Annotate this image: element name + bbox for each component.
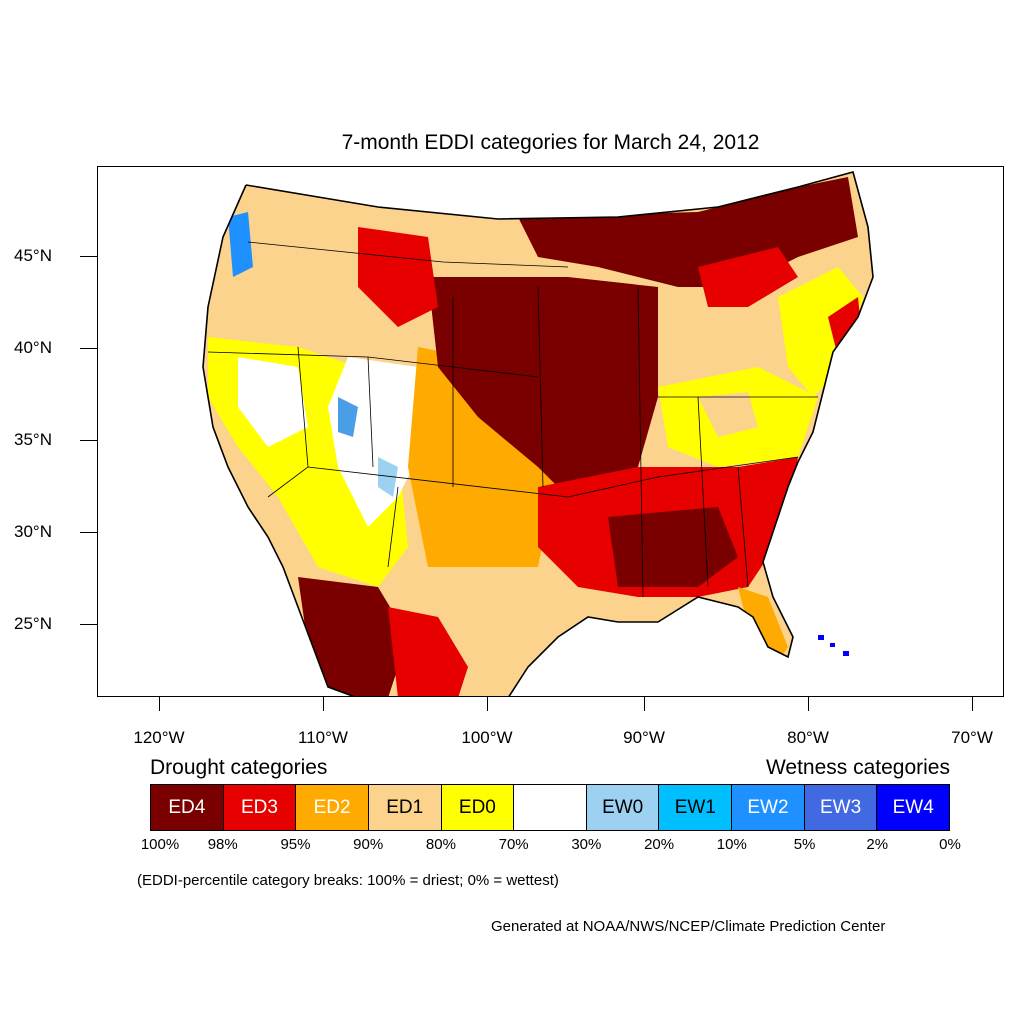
- legend-box-ed2: ED2: [296, 785, 369, 830]
- lon-label-120: 120°W: [133, 728, 185, 747]
- map-title: 7-month EDDI categories for March 24, 20…: [341, 131, 760, 154]
- eddi-map: [97, 166, 1004, 697]
- region-nm-wet: [378, 457, 398, 497]
- lon-label-90: 90°W: [623, 728, 665, 747]
- percent-break-label: 100%: [140, 836, 180, 853]
- percent-break-label: 2%: [866, 836, 889, 853]
- category-legend-bar: ED4 ED3 ED2 ED1 ED0 EW0 EW1 EW2 EW3 EW4: [150, 784, 950, 831]
- lat-label-25: 25°N: [14, 614, 52, 633]
- lat-tick-35: [80, 440, 97, 441]
- legend-box-normal: [514, 785, 587, 830]
- region-rockies-normal: [328, 357, 428, 527]
- lat-label-45: 45°N: [14, 246, 52, 265]
- lat-label-40: 40°N: [14, 338, 52, 357]
- lon-label-70: 70°W: [951, 728, 993, 747]
- percent-break-label: 5%: [793, 836, 816, 853]
- lon-tick-110: [323, 697, 324, 711]
- lat-label-35: 35°N: [14, 430, 52, 449]
- lat-tick-40: [80, 348, 97, 349]
- percent-break-label: 0%: [939, 836, 961, 853]
- region-lakes-ed3: [698, 247, 798, 307]
- region-mexico-nw-ed4: [298, 577, 408, 696]
- legend-box-ed1: ED1: [368, 785, 442, 830]
- lon-tick-90: [644, 697, 645, 711]
- percent-break-label: 70%: [498, 836, 529, 853]
- region-ohio-ed1: [698, 392, 758, 437]
- legend-box-ew1: EW1: [659, 785, 733, 830]
- lat-label-30: 30°N: [14, 522, 52, 541]
- lat-tick-25: [80, 624, 97, 625]
- drought-categories-heading: Drought categories: [150, 756, 328, 779]
- region-mexico-ed3: [388, 607, 468, 696]
- region-pnw-wet: [228, 212, 253, 277]
- lat-tick-30: [80, 532, 97, 533]
- region-texas-ed1: [428, 567, 568, 677]
- region-midwest-ed4: [428, 277, 658, 497]
- legend-box-ew2: EW2: [732, 785, 805, 830]
- lon-tick-80: [808, 697, 809, 711]
- lon-tick-70: [972, 697, 973, 711]
- percent-break-label: 30%: [571, 836, 602, 853]
- wetness-categories-heading: Wetness categories: [765, 756, 950, 779]
- legend-box-ew3: EW3: [804, 785, 878, 830]
- region-gulf-ed4: [608, 507, 738, 587]
- legend-box-ew4: EW4: [877, 785, 950, 830]
- lat-tick-45: [80, 256, 97, 257]
- eddi-map-svg: [202, 171, 874, 696]
- credit-text: Generated at NOAA/NWS/NCEP/Climate Predi…: [491, 918, 886, 935]
- lon-label-110: 110°W: [298, 728, 348, 747]
- legend-box-ed0: ED0: [441, 785, 515, 830]
- percent-break-label: 20%: [644, 836, 675, 853]
- lon-label-80: 80°W: [787, 728, 829, 747]
- lon-tick-120: [159, 697, 160, 711]
- state-boundaries: [207, 241, 818, 598]
- coastline: [202, 171, 874, 696]
- lon-tick-100: [487, 697, 488, 711]
- percent-break-label: 95%: [280, 836, 311, 853]
- lon-label-100: 100°W: [461, 728, 513, 747]
- percent-break-label: 80%: [425, 836, 456, 853]
- region-great-basin-normal: [238, 357, 308, 447]
- region-utah-wet: [338, 397, 358, 437]
- legend-box-ed4: ED4: [151, 785, 224, 830]
- percent-break-label: 10%: [716, 836, 747, 853]
- legend-box-ed3: ED3: [223, 785, 297, 830]
- legend-box-ew0: EW0: [586, 785, 660, 830]
- percent-break-label: 90%: [353, 836, 384, 853]
- percent-break-label: 98%: [207, 836, 238, 853]
- region-florida-ed2: [738, 587, 788, 662]
- islands-ew4: [818, 635, 849, 656]
- region-montana-ed3: [358, 227, 438, 327]
- category-note: (EDDI-percentile category breaks: 100% =…: [137, 872, 559, 889]
